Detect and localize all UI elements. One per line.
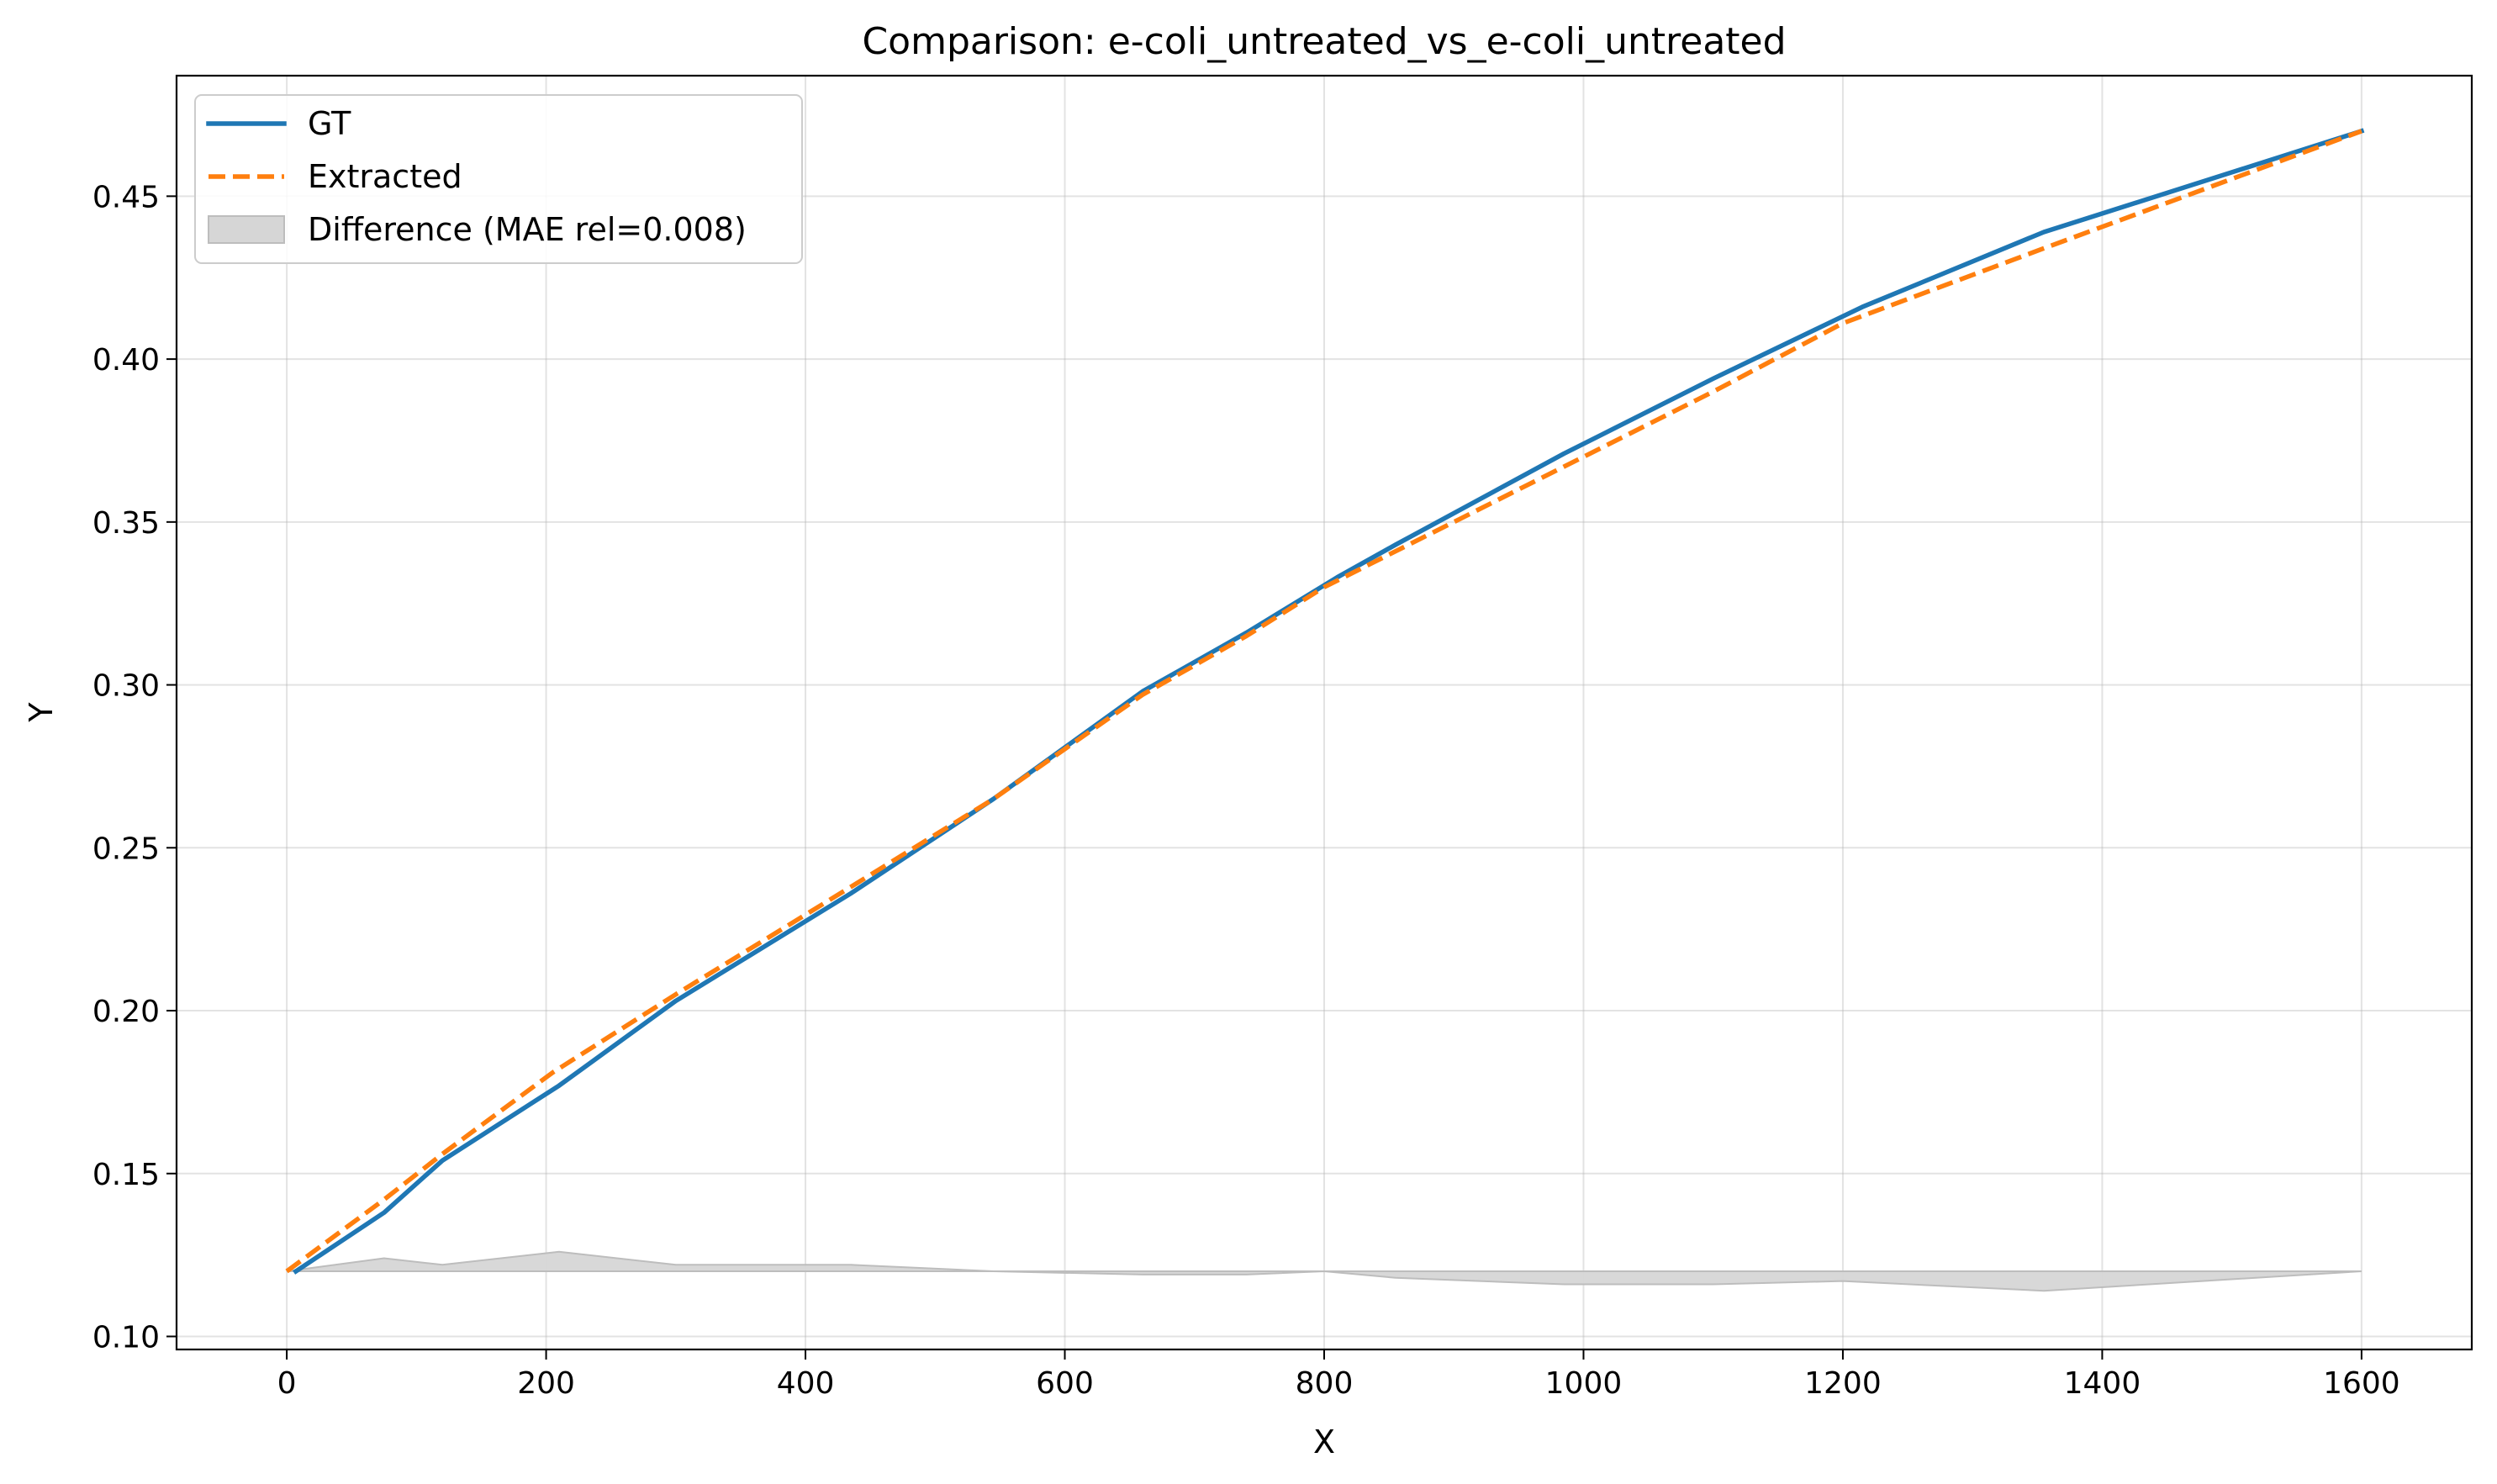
x-axis-label: X: [1313, 1423, 1335, 1460]
x-tick-label: 0: [277, 1366, 297, 1401]
y-tick-label: 0.25: [92, 832, 160, 866]
legend-gt-label: GT: [308, 105, 351, 142]
y-axis-label: Y: [23, 702, 60, 723]
x-tick-label: 1000: [1545, 1366, 1623, 1401]
series-layer: [285, 128, 2365, 1275]
legend-extracted-label: Extracted: [308, 158, 462, 195]
legend-frame: [194, 94, 803, 264]
y-tick-label: 0.35: [92, 506, 160, 541]
y-tick-label: 0.20: [92, 995, 160, 1029]
x-axis-ticks: 0 200 400 600 800 1000 1200 1400 1600: [277, 1349, 2400, 1401]
difference-area-layer: [286, 1250, 2362, 1292]
y-tick-label: 0.40: [92, 343, 160, 378]
x-tick-label: 400: [777, 1366, 835, 1401]
y-axis-ticks: 0.10 0.15 0.20 0.25 0.30 0.35 0.40 0.45: [92, 180, 177, 1355]
legend: GT Extracted Difference (MAE rel=0.008): [194, 94, 803, 264]
x-tick-label: 200: [517, 1366, 575, 1401]
legend-difference-label: Difference (MAE rel=0.008): [308, 211, 747, 248]
series-line-gt: [293, 128, 2365, 1275]
legend-difference-patch: [208, 215, 285, 244]
y-tick-label: 0.15: [92, 1158, 160, 1192]
y-tick-label: 0.45: [92, 180, 160, 214]
y-tick-label: 0.10: [92, 1321, 160, 1355]
y-tick-label: 0.30: [92, 669, 160, 704]
grid: [177, 76, 2472, 1349]
difference-area: [286, 1250, 2362, 1292]
chart-title: Comparison: e-coli_untreated_vs_e-coli_u…: [862, 20, 1786, 63]
x-tick-label: 600: [1036, 1366, 1094, 1401]
x-tick-label: 1600: [2323, 1366, 2400, 1401]
x-tick-label: 800: [1296, 1366, 1354, 1401]
x-tick-label: 1400: [2064, 1366, 2141, 1401]
x-tick-label: 1200: [1804, 1366, 1882, 1401]
